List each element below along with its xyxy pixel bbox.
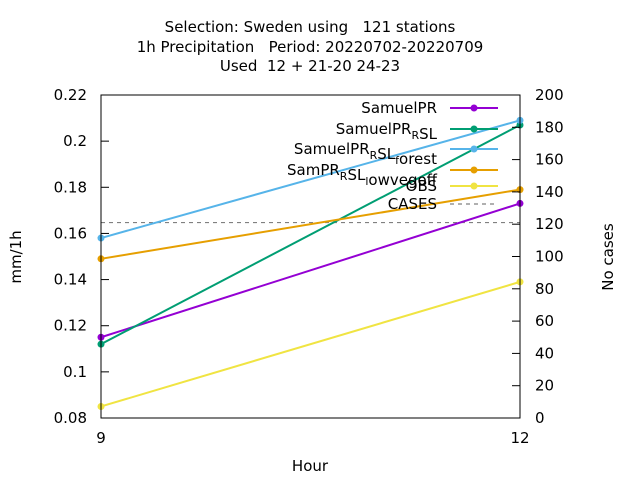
legend-label-cases: CASES bbox=[388, 195, 437, 213]
y-tick-label: 0.14 bbox=[54, 271, 87, 289]
legend-label-0: SamuelPR bbox=[361, 99, 437, 117]
y2-tick-label: 40 bbox=[535, 344, 554, 362]
y-tick-label: 0.12 bbox=[54, 317, 87, 335]
series-line-3 bbox=[100, 188, 521, 260]
series-line-4 bbox=[100, 280, 521, 408]
y-tick-label: 0.1 bbox=[63, 363, 87, 381]
axes-layer: 0.08 0.1 0.12 0.14 0.16 0.18 0.2 0.22 0 20 40 60 80 1… bbox=[54, 86, 564, 447]
y2-tick-label: 140 bbox=[535, 183, 564, 201]
y2-axis-label: No cases bbox=[599, 223, 617, 291]
plot-layer bbox=[97, 116, 524, 410]
y-tick-label: 0.2 bbox=[63, 132, 87, 150]
series-line-1 bbox=[100, 124, 521, 346]
x-tick-label: 9 bbox=[96, 429, 106, 447]
y2-tick-label: 100 bbox=[535, 248, 564, 266]
legend-label-1: SamuelPRRSL bbox=[336, 120, 438, 143]
chart-title: Selection: Sweden using 121 stations 1h … bbox=[137, 18, 484, 75]
y-tick-label: 0.16 bbox=[54, 224, 87, 242]
y-tick-label: 0.08 bbox=[54, 409, 87, 427]
y-axis-label: mm/1h bbox=[7, 230, 25, 283]
title-line-3: Used 12 + 21-20 24-23 bbox=[220, 57, 400, 75]
series-line-0 bbox=[100, 202, 521, 339]
y2-tick-label: 200 bbox=[535, 86, 564, 104]
legend-swatch-point-3 bbox=[470, 166, 478, 174]
legend-swatch-point-1 bbox=[470, 125, 478, 133]
y2-tick-label: 20 bbox=[535, 377, 554, 395]
title-line-1: Selection: Sweden using 121 stations bbox=[165, 18, 456, 36]
series-line-2 bbox=[100, 119, 521, 240]
legend-label-2: SamuelPRRSLforest bbox=[294, 140, 437, 168]
x-tick-label: 12 bbox=[510, 429, 529, 447]
y-tick-label: 0.22 bbox=[54, 86, 87, 104]
title-line-2: 1h Precipitation Period: 20220702-202207… bbox=[137, 38, 484, 56]
y2-tick-label: 60 bbox=[535, 312, 554, 330]
y-tick-label: 0.18 bbox=[54, 178, 87, 196]
y2-tick-label: 180 bbox=[535, 118, 564, 136]
y2-tick-label: 120 bbox=[535, 215, 564, 233]
legend-swatch-point-4 bbox=[470, 182, 478, 190]
x-axis-label: Hour bbox=[292, 457, 329, 475]
y2-tick-label: 80 bbox=[535, 280, 554, 298]
legend-swatch-point-0 bbox=[470, 104, 478, 112]
y2-tick-label: 0 bbox=[535, 409, 545, 427]
legend-swatch-point-2 bbox=[470, 145, 478, 153]
y2-tick-label: 160 bbox=[535, 151, 564, 169]
legend: SamuelPR SamuelPRRSLSamuelPRRSLforestSamP… bbox=[287, 99, 498, 213]
legend-label-4: OBS bbox=[406, 177, 437, 195]
legend-label-3: SamPRRSLlowvegoff bbox=[287, 161, 438, 189]
